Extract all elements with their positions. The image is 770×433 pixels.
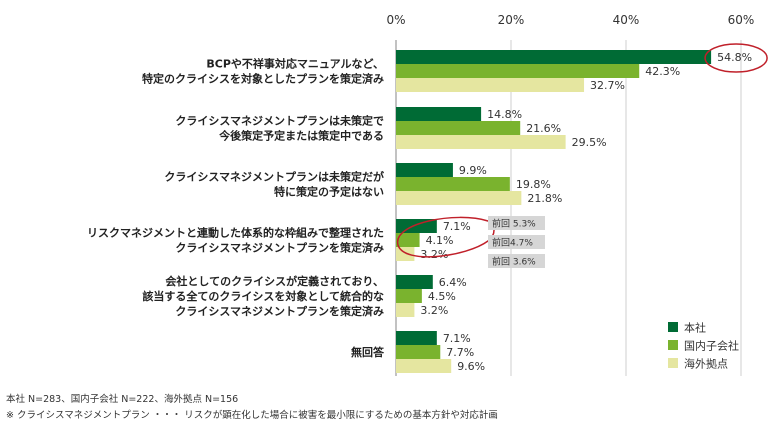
- data-label: 7.1%: [443, 332, 471, 345]
- category-label: リスクマネジメントと連動した体系的な枠組みで整理された: [87, 226, 384, 240]
- legend-swatch: [668, 322, 678, 332]
- data-label: 42.3%: [645, 65, 680, 78]
- data-label: 7.1%: [443, 220, 471, 233]
- category-label: クライシスマネジメントプランを策定済み: [175, 304, 384, 318]
- data-label: 4.1%: [426, 234, 454, 247]
- category-label: 特に策定の予定はない: [274, 185, 384, 199]
- bar: [396, 107, 482, 121]
- previous-badge-label: 前回4.7%: [492, 237, 533, 249]
- bar: [396, 50, 712, 64]
- data-label: 9.6%: [457, 360, 485, 373]
- previous-badge: [488, 254, 545, 268]
- bar: [396, 163, 453, 177]
- data-label: 14.8%: [487, 108, 522, 121]
- category-label: 会社としてのクライシスが定義されており、: [165, 274, 384, 288]
- data-label: 21.8%: [527, 192, 562, 205]
- x-tick-label: 40%: [613, 13, 640, 27]
- bar: [396, 275, 433, 289]
- legend-swatch: [668, 340, 678, 350]
- bar: [396, 191, 522, 205]
- category-label: 該当する全てのクライシスを対象として統合的な: [142, 289, 384, 303]
- category-label: 今後策定予定または策定中である: [218, 129, 384, 143]
- category-label: クライシスマネジメントプランは未策定で: [175, 114, 384, 128]
- bar: [396, 121, 521, 135]
- bar: [396, 64, 640, 78]
- bar: [396, 331, 437, 345]
- previous-badge-label: 前回 3.6%: [492, 256, 536, 268]
- x-tick-label: 60%: [728, 13, 755, 27]
- footnotes: 本社 N=283、国内子会社 N=222、海外拠点 N=156 ※ クライシスマ…: [6, 392, 498, 424]
- category-label: BCPや不祥事対応マニュアルなど、: [206, 57, 384, 71]
- highlight-ellipse: [704, 43, 768, 73]
- bar: [396, 233, 420, 247]
- data-label: 19.8%: [516, 178, 551, 191]
- data-label: 29.5%: [572, 136, 607, 149]
- footnote-definition: ※ クライシスマネジメントプラン ・・・ リスクが顕在化した場合に被害を最小限に…: [6, 410, 498, 421]
- previous-badge-label: 前回 5.3%: [492, 218, 536, 230]
- category-label: 特定のクライシスを対象としたプランを策定済み: [142, 72, 384, 86]
- x-tick-label: 0%: [386, 13, 405, 27]
- legend-swatch: [668, 358, 678, 368]
- category-label: クライシスマネジメントプランは未策定だが: [164, 170, 384, 184]
- bar: [396, 247, 415, 261]
- data-label: 3.2%: [420, 304, 448, 317]
- data-label: 54.8%: [717, 51, 752, 64]
- data-label: 7.7%: [446, 346, 474, 359]
- bar: [396, 289, 422, 303]
- bar: [396, 135, 566, 149]
- bar: [396, 78, 585, 92]
- bar: [396, 177, 510, 191]
- category-label: クライシスマネジメントプランを策定済み: [175, 241, 384, 255]
- previous-badge: [488, 216, 545, 230]
- data-label: 21.6%: [526, 122, 561, 135]
- previous-badge: [488, 235, 545, 249]
- legend-label: 海外拠点: [684, 357, 728, 371]
- data-label: 3.2%: [420, 248, 448, 261]
- legend-label: 国内子会社: [684, 339, 739, 353]
- data-label: 4.5%: [428, 290, 456, 303]
- bar-chart: 0% 20% 40% 60% BCPや不祥事対応マニュアルなど、特定のクライシスを対象と…: [87, 13, 768, 376]
- x-tick-label: 20%: [498, 13, 525, 27]
- bar: [396, 345, 441, 359]
- legend-label: 本社: [684, 321, 706, 335]
- footnote-sample-size: 本社 N=283、国内子会社 N=222、海外拠点 N=156: [6, 394, 239, 405]
- data-label: 9.9%: [459, 164, 487, 177]
- category-label: 無回答: [351, 345, 385, 359]
- bar: [396, 359, 452, 373]
- bar: [396, 303, 415, 317]
- highlight-swoosh: [397, 216, 495, 258]
- data-label: 6.4%: [439, 276, 467, 289]
- data-label: 32.7%: [590, 79, 625, 92]
